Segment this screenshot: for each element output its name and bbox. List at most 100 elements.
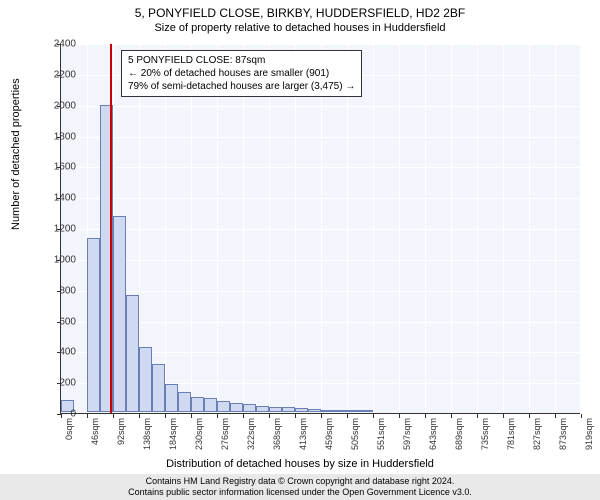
xtick-mark	[555, 414, 556, 418]
xtick-label: 781sqm	[506, 418, 516, 450]
xtick-mark	[347, 414, 348, 418]
xtick-mark	[165, 414, 166, 418]
ytick-label: 600	[59, 316, 76, 327]
xtick-mark	[399, 414, 400, 418]
xtick-mark	[139, 414, 140, 418]
xtick-mark	[295, 414, 296, 418]
xtick-mark	[581, 414, 582, 418]
xtick-label: 138sqm	[142, 418, 152, 450]
gridline-v	[581, 44, 582, 413]
footer-line-1: Contains HM Land Registry data © Crown c…	[0, 476, 600, 487]
xtick-mark	[191, 414, 192, 418]
bar	[360, 410, 373, 412]
bar	[165, 384, 178, 412]
y-axis-label: Number of detached properties	[10, 78, 22, 230]
gridline-v	[399, 44, 400, 413]
xtick-mark	[61, 414, 62, 418]
xtick-label: 643sqm	[428, 418, 438, 450]
ytick-label: 0	[70, 409, 76, 420]
xtick-mark	[269, 414, 270, 418]
gridline-v	[191, 44, 192, 413]
gridline-v	[451, 44, 452, 413]
xtick-mark	[87, 414, 88, 418]
xtick-mark	[529, 414, 530, 418]
bar	[126, 295, 139, 412]
xtick-label: 46sqm	[90, 418, 100, 445]
bar	[230, 403, 243, 412]
annotation-line: 5 PONYFIELD CLOSE: 87sqm	[128, 54, 355, 67]
bar	[308, 409, 321, 412]
chart-area: 0sqm46sqm92sqm138sqm184sqm230sqm276sqm32…	[60, 44, 580, 414]
bar	[347, 410, 360, 412]
xtick-mark	[425, 414, 426, 418]
gridline-v	[165, 44, 166, 413]
gridline-v	[503, 44, 504, 413]
bar	[204, 398, 217, 412]
ytick-label: 400	[59, 347, 76, 358]
bar	[321, 410, 334, 412]
footer: Contains HM Land Registry data © Crown c…	[0, 474, 600, 500]
ytick-label: 1600	[54, 162, 76, 173]
xtick-label: 368sqm	[272, 418, 282, 450]
xtick-label: 322sqm	[246, 418, 256, 450]
plot-region: 0sqm46sqm92sqm138sqm184sqm230sqm276sqm32…	[60, 44, 580, 414]
annotation-box: 5 PONYFIELD CLOSE: 87sqm← 20% of detache…	[121, 50, 362, 97]
xtick-label: 413sqm	[298, 418, 308, 450]
bar	[152, 364, 165, 412]
xtick-mark	[373, 414, 374, 418]
marker-line	[110, 44, 112, 413]
gridline-v	[321, 44, 322, 413]
chart-container: 5, PONYFIELD CLOSE, BIRKBY, HUDDERSFIELD…	[0, 0, 600, 500]
gridline-v	[243, 44, 244, 413]
bar	[217, 401, 230, 412]
bar	[256, 406, 269, 412]
ytick-label: 1400	[54, 193, 76, 204]
ytick-label: 200	[59, 378, 76, 389]
page-title: 5, PONYFIELD CLOSE, BIRKBY, HUDDERSFIELD…	[0, 0, 600, 20]
gridline-v	[217, 44, 218, 413]
annotation-line: ← 20% of detached houses are smaller (90…	[128, 67, 355, 80]
x-axis-label: Distribution of detached houses by size …	[0, 458, 600, 470]
ytick-label: 800	[59, 285, 76, 296]
xtick-label: 597sqm	[402, 418, 412, 450]
ytick-label: 1000	[54, 254, 76, 265]
gridline-v	[295, 44, 296, 413]
xtick-mark	[113, 414, 114, 418]
bar	[191, 397, 204, 412]
xtick-label: 459sqm	[324, 418, 334, 450]
xtick-label: 919sqm	[584, 418, 594, 450]
bar	[243, 404, 256, 412]
xtick-label: 230sqm	[194, 418, 204, 450]
ytick-label: 2000	[54, 100, 76, 111]
gridline-v	[373, 44, 374, 413]
xtick-mark	[503, 414, 504, 418]
xtick-label: 827sqm	[532, 418, 542, 450]
xtick-mark	[243, 414, 244, 418]
xtick-label: 689sqm	[454, 418, 464, 450]
xtick-mark	[451, 414, 452, 418]
gridline-v	[529, 44, 530, 413]
gridline-v	[347, 44, 348, 413]
xtick-mark	[321, 414, 322, 418]
footer-line-2: Contains public sector information licen…	[0, 487, 600, 498]
xtick-label: 873sqm	[558, 418, 568, 450]
bar	[269, 407, 282, 412]
gridline-v	[269, 44, 270, 413]
bar	[87, 238, 100, 412]
gridline-v	[477, 44, 478, 413]
xtick-label: 184sqm	[168, 418, 178, 450]
xtick-label: 735sqm	[480, 418, 490, 450]
xtick-label: 92sqm	[116, 418, 126, 445]
xtick-mark	[217, 414, 218, 418]
gridline-v	[555, 44, 556, 413]
ytick-label: 2400	[54, 39, 76, 50]
gridline-v	[425, 44, 426, 413]
xtick-mark	[477, 414, 478, 418]
xtick-label: 551sqm	[376, 418, 386, 450]
xtick-label: 0sqm	[64, 418, 74, 440]
bar	[295, 408, 308, 412]
bar	[178, 392, 191, 412]
xtick-label: 505sqm	[350, 418, 360, 450]
bar	[282, 407, 295, 412]
bar	[334, 410, 347, 412]
